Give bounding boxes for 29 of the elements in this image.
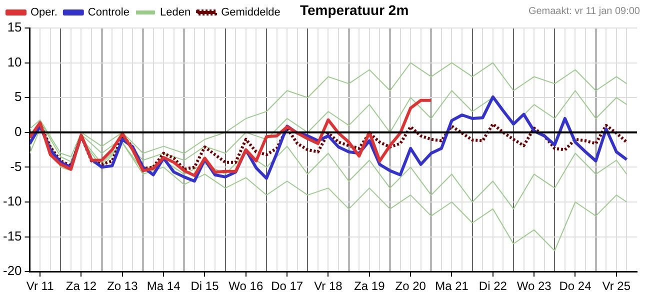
y-tick-label: -20 [2,263,22,278]
x-tick-label: Di 22 [478,279,508,294]
legend-label: Gemiddelde [221,6,280,19]
y-tick-label: 5 [14,89,22,104]
y-tick-label: -5 [10,158,22,174]
legend-label: Oper. [30,6,58,19]
legend-label: Leden [160,6,191,19]
x-tick-label: Ma 14 [146,279,181,294]
x-tick-label: Vr 18 [314,279,343,294]
y-tick-label: 0 [14,124,22,139]
y-tick-label: 10 [7,54,22,70]
x-tick-label: Zo 20 [395,279,426,294]
x-tick-label: Wo 16 [228,279,264,294]
x-tick-label: Do 17 [271,279,304,294]
x-tick-label: Vr 25 [602,279,631,294]
x-tick-label: Za 19 [354,279,386,294]
x-tick-label: Di 15 [190,279,220,294]
x-tick-label: Ma 21 [435,279,469,294]
x-tick-label: Vr 11 [26,279,54,294]
y-tick-label: -15 [2,228,22,244]
legend-label: Controle [88,6,130,19]
text: Gemaakt: vr 11 jan 09:00 [528,6,640,17]
y-tick-label: -10 [2,194,22,209]
chart-title: Temperatuur 2m [300,2,409,18]
x-tick-label: Do 24 [559,279,592,294]
y-tick-label: 15 [7,20,22,35]
x-tick-label: Za 12 [66,279,97,294]
x-tick-label: Wo 23 [516,279,552,294]
x-tick-label: Zo 13 [107,279,138,294]
